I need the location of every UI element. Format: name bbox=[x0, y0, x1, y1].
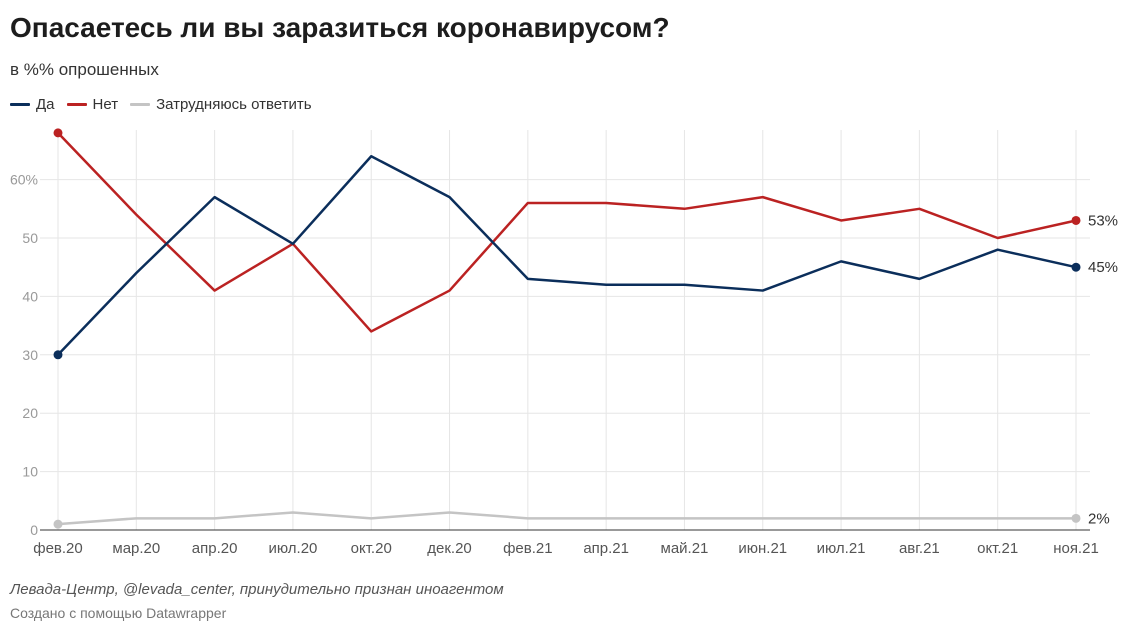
x-tick-label: июл.20 bbox=[268, 540, 317, 557]
legend-item-da: Да bbox=[10, 96, 55, 113]
series-end-point-da bbox=[1071, 262, 1081, 272]
x-tick-label: фев.20 bbox=[33, 540, 83, 557]
series-start-point-unsure bbox=[53, 519, 63, 529]
x-tick-label: июл.21 bbox=[817, 540, 866, 557]
x-tick-label: окт.20 bbox=[351, 540, 392, 557]
x-tick-label: мар.20 bbox=[112, 540, 160, 557]
legend: Да Нет Затрудняюсь ответить bbox=[10, 96, 324, 113]
series-line-da bbox=[56, 154, 1078, 357]
y-tick-label: 60% bbox=[10, 172, 38, 188]
x-tick-label: фев.21 bbox=[503, 540, 553, 557]
legend-item-unsure: Затрудняюсь ответить bbox=[130, 96, 312, 113]
series-end-label-unsure: 2% bbox=[1088, 510, 1110, 527]
credit-note: Создано с помощью Datawrapper bbox=[10, 605, 227, 621]
series-end-label-net: 53% bbox=[1088, 212, 1118, 229]
series-end-label-da: 45% bbox=[1088, 259, 1118, 276]
y-tick-label: 10 bbox=[22, 464, 38, 480]
legend-swatch-net bbox=[66, 103, 87, 106]
y-tick-label: 50 bbox=[22, 230, 38, 246]
series-start-point-da bbox=[53, 350, 63, 360]
series-line-net bbox=[56, 131, 1078, 333]
series-start-point-net bbox=[53, 128, 63, 138]
legend-label-da: Да bbox=[36, 96, 55, 113]
y-tick-label: 40 bbox=[22, 288, 38, 304]
chart-title: Опасаетесь ли вы заразиться коронавирусо… bbox=[10, 12, 670, 43]
y-tick-label: 20 bbox=[22, 405, 38, 421]
x-tick-label: май.21 bbox=[661, 540, 709, 557]
x-tick-label: июн.21 bbox=[738, 540, 787, 557]
x-tick-label: окт.21 bbox=[977, 540, 1018, 557]
x-tick-label: дек.20 bbox=[427, 540, 472, 557]
legend-swatch-da bbox=[10, 103, 30, 106]
y-tick-label: 30 bbox=[22, 347, 38, 363]
series-end-point-unsure bbox=[1071, 513, 1081, 523]
series-end-point-net bbox=[1071, 215, 1081, 225]
legend-label-net: Нет bbox=[92, 96, 119, 113]
series-line-unsure bbox=[56, 511, 1078, 526]
x-tick-label: авг.21 bbox=[899, 540, 940, 557]
x-tick-label: ноя.21 bbox=[1053, 540, 1099, 557]
legend-item-net: Нет bbox=[66, 96, 119, 113]
y-tick-label: 0 bbox=[30, 522, 38, 538]
legend-swatch-unsure bbox=[130, 103, 151, 106]
legend-label-unsure: Затрудняюсь ответить bbox=[156, 96, 312, 113]
chart-subtitle: в %% опрошенных bbox=[10, 60, 159, 79]
x-tick-label: апр.21 bbox=[583, 540, 629, 557]
source-note: Левада-Центр, @levada_center, принудител… bbox=[10, 581, 504, 598]
x-tick-label: апр.20 bbox=[192, 540, 238, 557]
